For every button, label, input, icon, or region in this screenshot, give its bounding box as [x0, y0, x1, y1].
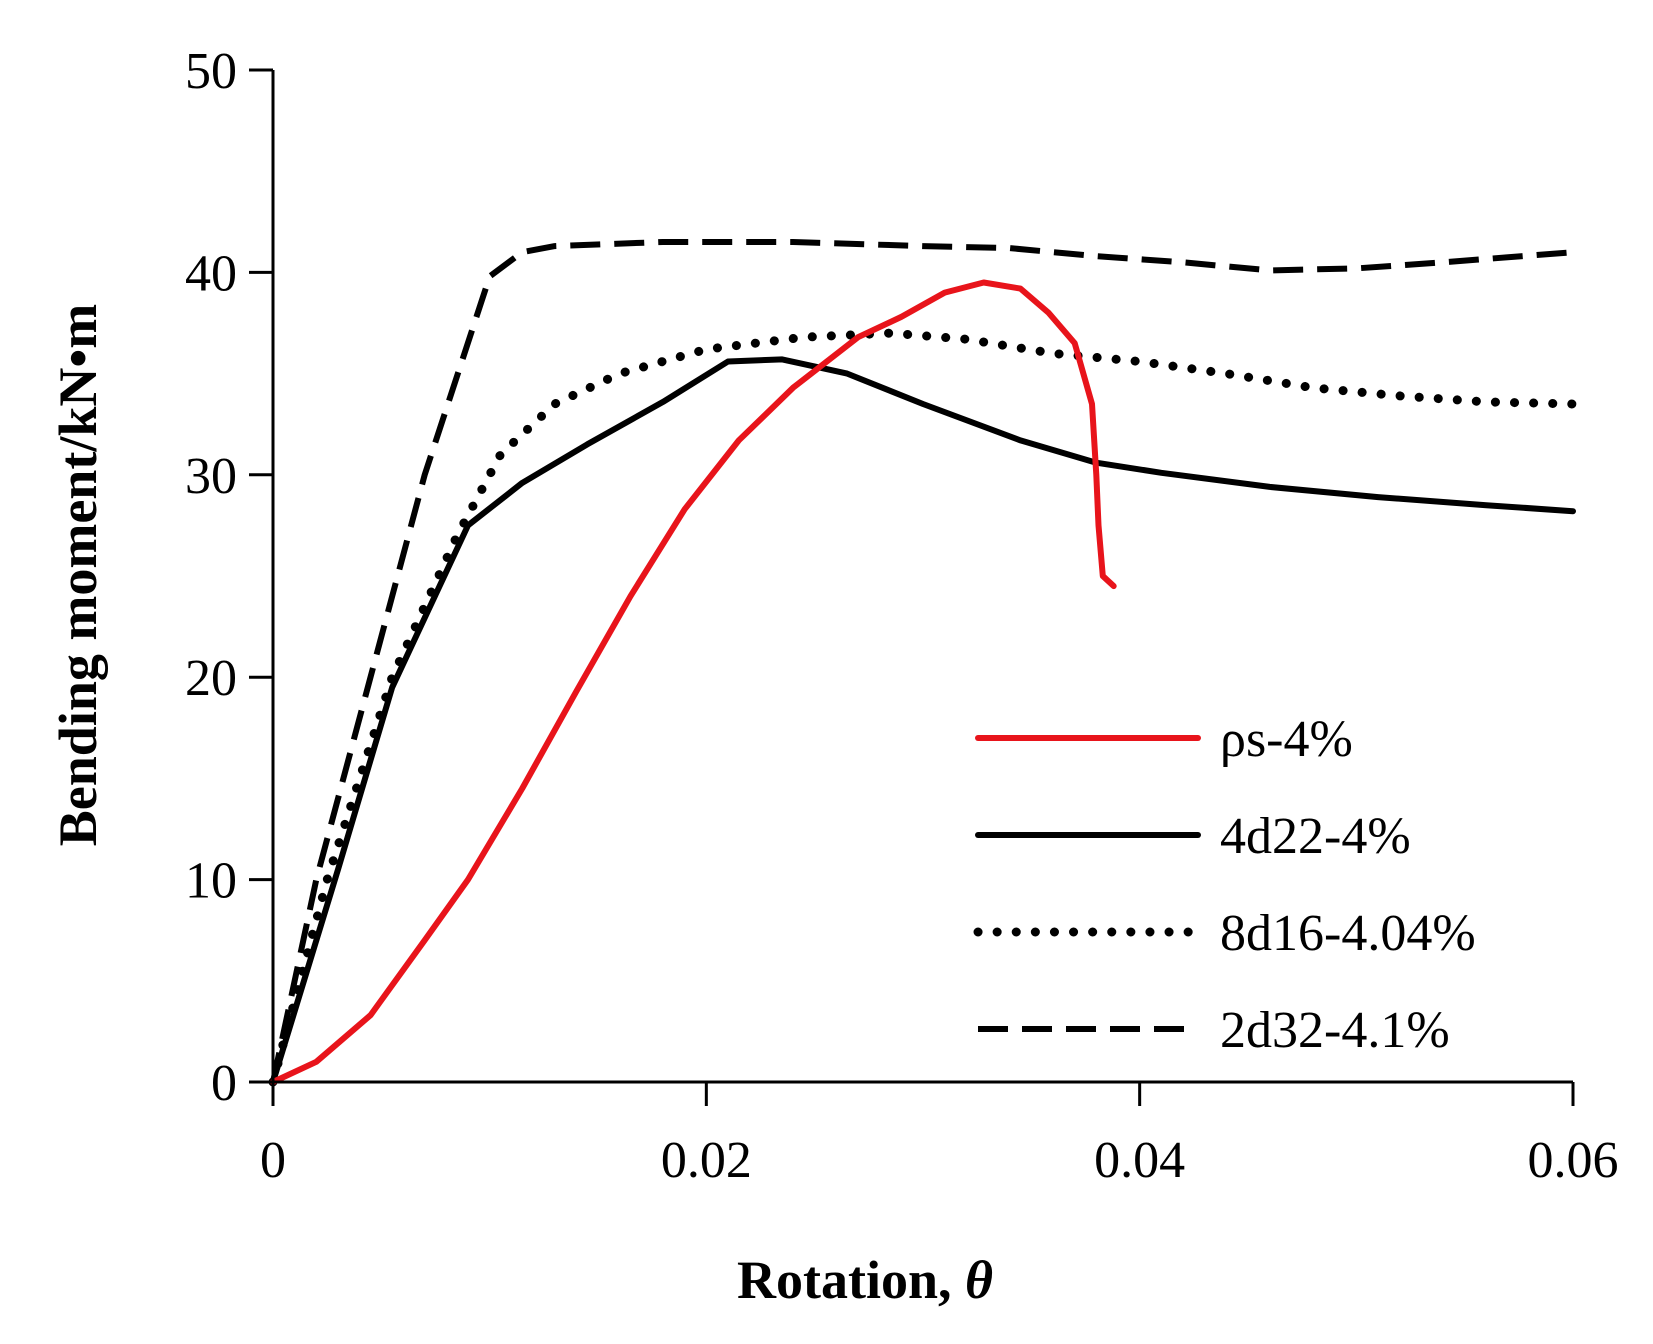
legend-label-2: 8d16-4.04% [1220, 905, 1476, 962]
x-axis-title-text: Rotation, [737, 1250, 965, 1310]
y-tick-label: 50 [185, 43, 237, 100]
y-tick-label: 30 [185, 448, 237, 505]
x-tick-label: 0 [260, 1132, 286, 1189]
x-axis-title-symbol: θ [965, 1250, 993, 1310]
x-tick-label: 0.04 [1094, 1132, 1185, 1189]
axes: 0 10 20 30 40 50 0 0.02 0.04 0.06 [185, 43, 1619, 1189]
legend: ρs-4% 4d22-4% 8d16-4.04% 2d32-4.1% [973, 711, 1476, 1059]
y-axis-title: Bending moment/kN•m [48, 304, 108, 846]
x-axis-title: Rotation, θ [737, 1250, 993, 1310]
series-line-2 [268, 328, 1578, 1087]
y-tick-label: 10 [185, 853, 237, 910]
y-tick-label: 40 [185, 245, 237, 302]
legend-label-3: 2d32-4.1% [1220, 1002, 1450, 1059]
x-tick-label: 0.06 [1528, 1132, 1619, 1189]
legend-label-1: 4d22-4% [1220, 808, 1411, 865]
y-tick-label: 20 [185, 650, 237, 707]
series-line-1 [270, 356, 1576, 1085]
x-tick-label: 0.02 [661, 1132, 752, 1189]
y-tick-label: 0 [211, 1055, 237, 1112]
series-line-3 [270, 239, 1574, 1083]
plot-lines [268, 239, 1578, 1087]
legend-label-0: ρs-4% [1220, 711, 1353, 768]
series-line-0 [270, 279, 1117, 1085]
